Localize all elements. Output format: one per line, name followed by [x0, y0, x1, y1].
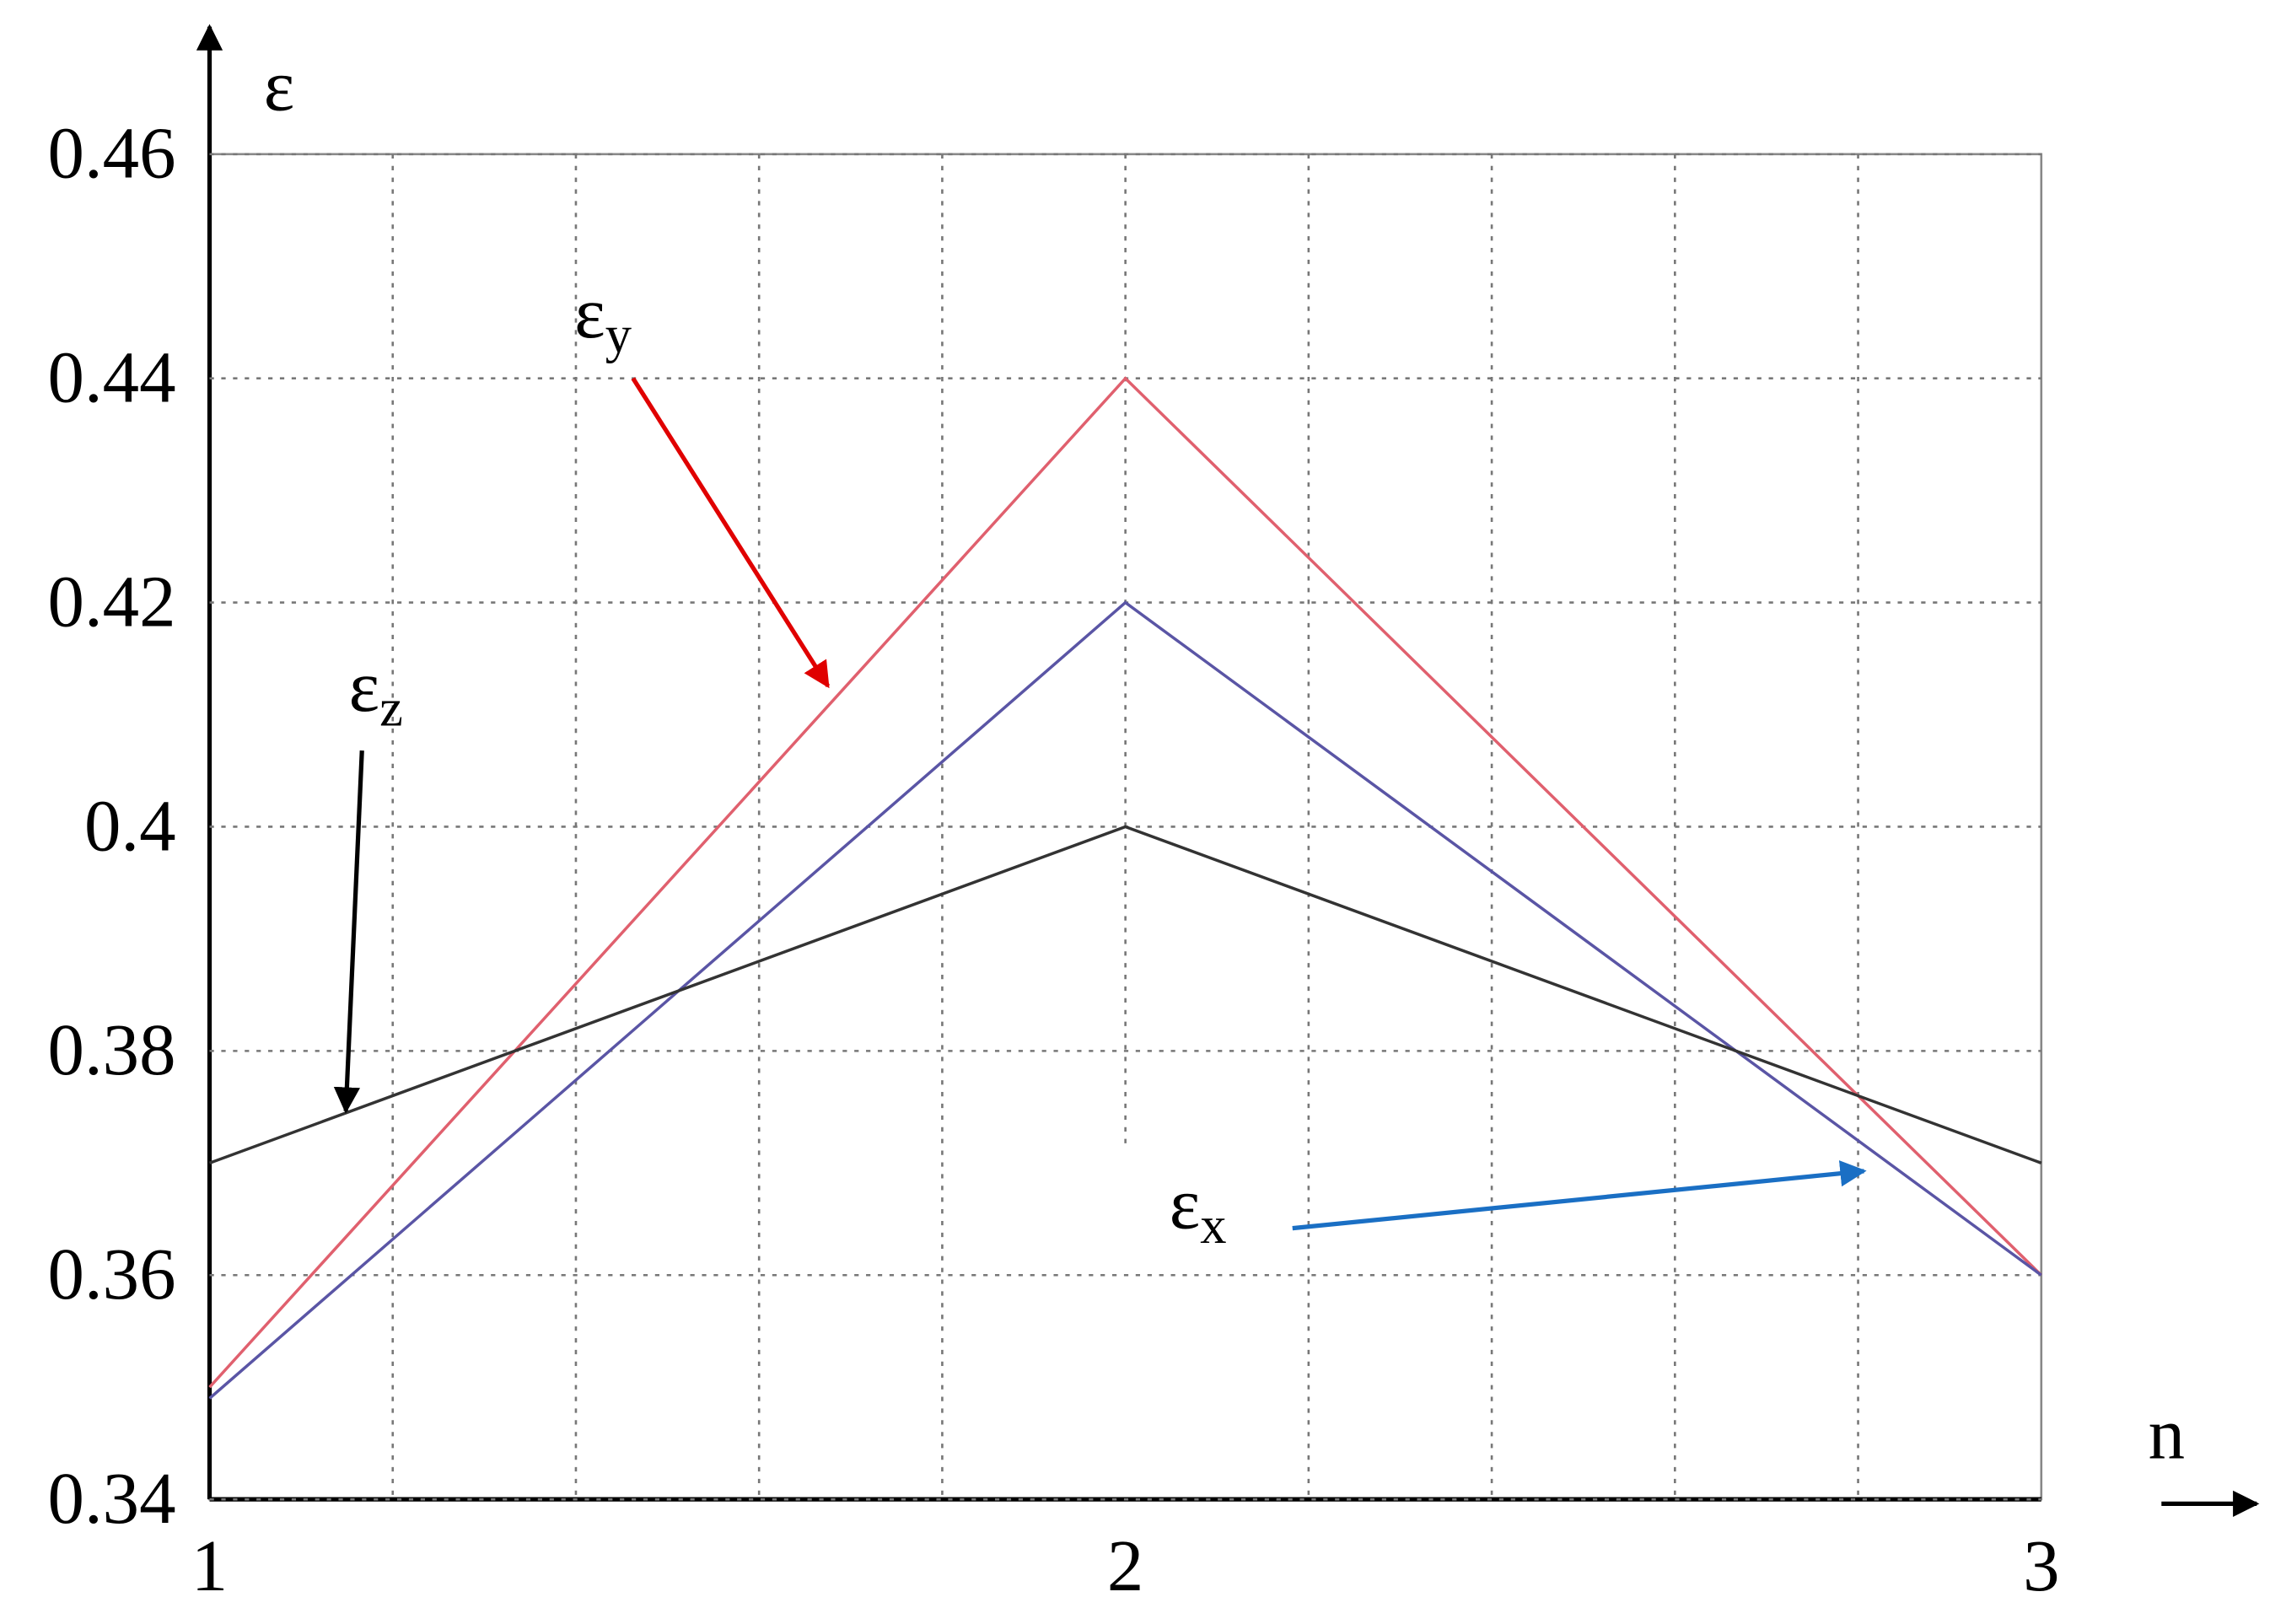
- series-line: [208, 825, 2042, 1164]
- y-axis-label: ε: [264, 46, 294, 126]
- y-tick-label: 0.46: [48, 113, 176, 194]
- annotation-symbol: ε: [349, 646, 379, 727]
- annotation-symbol: ε: [574, 272, 605, 353]
- x-axis-label: n: [2149, 1393, 2185, 1474]
- annotation-arrow: [1292, 1160, 1867, 1231]
- x-tick-label: 1: [191, 1525, 228, 1606]
- annotation-subscript: z: [379, 679, 403, 738]
- y-tick-label: 0.38: [48, 1009, 176, 1090]
- y-tick-label: 0.44: [48, 337, 176, 418]
- y-tick-label: 0.42: [48, 561, 176, 642]
- y-tick-label: 0.4: [84, 785, 176, 866]
- annotation-arrow: [631, 377, 831, 689]
- annotation-symbol: ε: [1170, 1164, 1200, 1245]
- x-tick-label: 2: [1107, 1525, 1143, 1606]
- y-tick-label: 0.36: [48, 1234, 176, 1315]
- x-tick-label: 3: [2023, 1525, 2059, 1606]
- annotation-subscript: y: [605, 304, 632, 363]
- y-tick-label: 0.34: [48, 1458, 176, 1539]
- annotation-subscript: x: [1200, 1196, 1226, 1255]
- annotation-arrow: [333, 750, 364, 1114]
- annotation-label: εx: [1170, 1164, 1227, 1255]
- annotation-label: εz: [349, 646, 403, 737]
- annotation-label: εy: [574, 272, 632, 363]
